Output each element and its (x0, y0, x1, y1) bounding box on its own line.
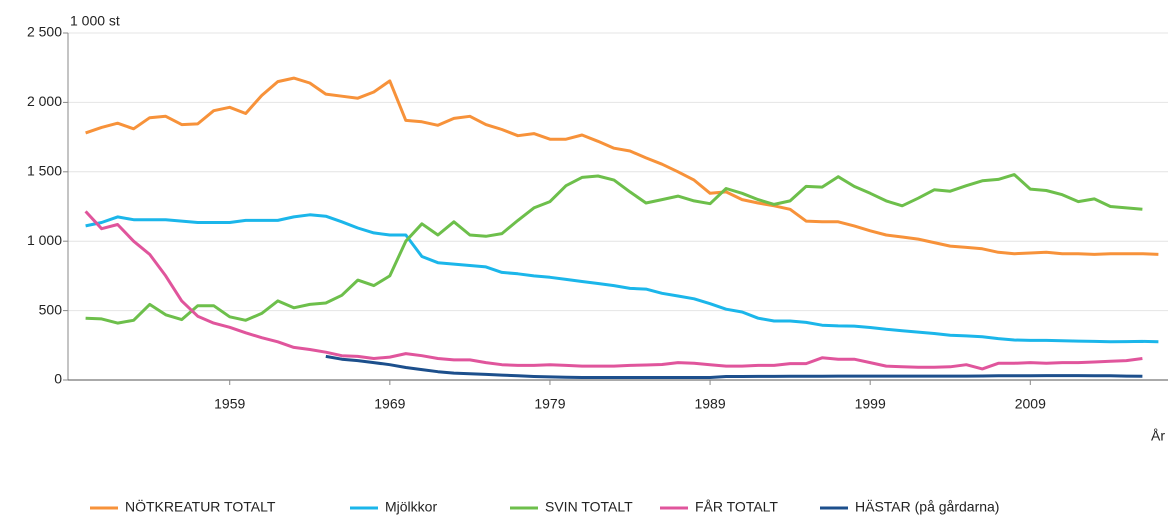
x-tick-label: 1999 (855, 396, 886, 412)
legend-label: Mjölkkor (385, 499, 437, 515)
series-line (325, 354, 1143, 379)
series-line (84, 210, 1143, 371)
y-tick-label: 2 000 (27, 93, 62, 109)
x-tick-label: 1969 (374, 396, 405, 412)
series-line (85, 213, 1159, 344)
y-tick-label: 0 (54, 371, 62, 387)
y-tick-label: 1 000 (27, 232, 62, 248)
x-axis-label: År (1151, 428, 1165, 444)
x-tick-label: 1979 (534, 396, 565, 412)
x-tick-label: 1989 (694, 396, 725, 412)
y-tick-label: 500 (39, 301, 63, 317)
series-line (85, 173, 1143, 325)
legend-label: SVIN TOTALT (545, 499, 633, 515)
x-tick-label: 1959 (214, 396, 245, 412)
legend-label: NÖTKREATUR TOTALT (125, 498, 276, 515)
y-tick-label: 1 500 (27, 163, 62, 179)
y-unit-label: 1 000 st (70, 13, 120, 29)
legend-label: FÅR TOTALT (695, 499, 778, 515)
series-line (85, 76, 1159, 256)
y-tick-label: 2 500 (27, 24, 62, 40)
legend-label: HÄSTAR (på gårdarna) (855, 499, 999, 515)
x-tick-label: 2009 (1015, 396, 1046, 412)
